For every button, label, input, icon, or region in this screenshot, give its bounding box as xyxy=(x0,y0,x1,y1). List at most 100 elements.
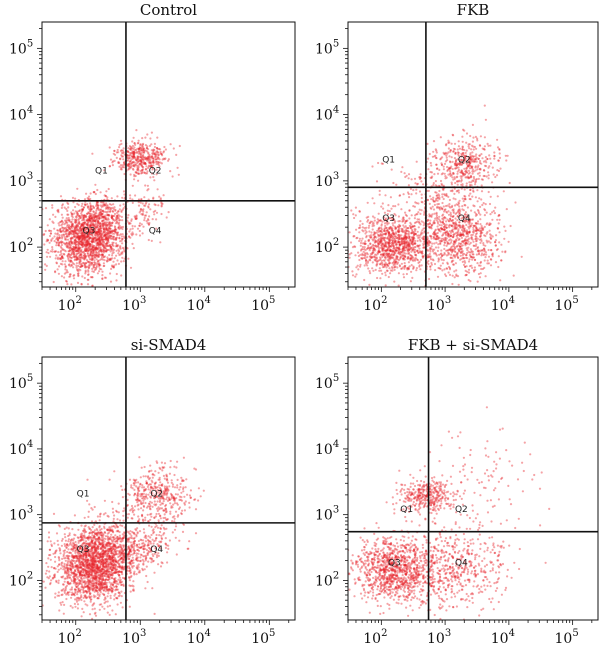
event-dot xyxy=(496,169,499,172)
event-dot xyxy=(111,229,114,232)
event-dot xyxy=(96,233,99,236)
event-dot xyxy=(478,227,481,230)
event-dot xyxy=(472,256,475,259)
event-dot xyxy=(384,257,387,260)
event-dot xyxy=(136,166,139,169)
event-dot xyxy=(383,227,386,230)
event-dot xyxy=(112,241,115,244)
event-dot xyxy=(139,156,142,159)
event-dot xyxy=(454,212,457,215)
event-dot xyxy=(453,226,456,229)
event-dot xyxy=(468,258,471,261)
event-dot xyxy=(79,236,82,239)
event-dot xyxy=(80,223,83,226)
event-dot xyxy=(453,192,456,195)
event-dot xyxy=(129,173,132,176)
event-dot xyxy=(374,244,377,247)
event-dot xyxy=(388,252,391,255)
event-dot xyxy=(96,248,99,251)
event-dot xyxy=(92,270,95,273)
event-dot xyxy=(61,226,64,229)
event-dot xyxy=(144,172,147,175)
event-dot xyxy=(449,249,452,252)
event-dot xyxy=(413,228,416,231)
event-dot xyxy=(453,224,456,227)
event-dot xyxy=(390,248,393,252)
event-dot xyxy=(132,154,135,157)
event-dot xyxy=(118,161,121,165)
event-dot xyxy=(458,212,461,215)
event-dot xyxy=(485,239,488,242)
event-dot xyxy=(120,154,123,157)
event-dot xyxy=(115,243,118,247)
y-tick-label: 102 xyxy=(9,237,33,256)
event-dot xyxy=(107,223,110,226)
event-dot xyxy=(148,153,151,157)
event-dot xyxy=(430,198,433,201)
event-dot xyxy=(116,233,119,237)
event-dot xyxy=(101,253,104,256)
event-dot xyxy=(86,206,90,209)
event-dot xyxy=(449,161,452,164)
event-dot xyxy=(397,225,400,228)
event-dot xyxy=(384,252,387,255)
event-dot xyxy=(461,226,464,230)
event-dot xyxy=(361,252,364,255)
event-dot xyxy=(59,245,62,248)
event-dot xyxy=(86,233,89,236)
event-dot xyxy=(398,237,401,240)
event-dot xyxy=(73,228,76,231)
event-dot xyxy=(404,228,408,231)
event-dot xyxy=(371,256,374,259)
event-dot xyxy=(95,203,98,206)
event-dot xyxy=(422,240,425,243)
event-dot xyxy=(412,248,415,251)
event-dot xyxy=(463,239,467,242)
event-dot xyxy=(373,216,376,219)
event-dot xyxy=(435,234,438,237)
event-dot xyxy=(54,232,57,235)
event-dot xyxy=(404,222,407,225)
event-dot xyxy=(460,233,463,236)
event-dot xyxy=(102,297,104,299)
event-dot xyxy=(135,151,138,154)
event-dot xyxy=(450,253,453,256)
event-dot xyxy=(99,233,102,236)
event-dot xyxy=(107,213,110,216)
event-dot xyxy=(89,220,92,223)
event-dot xyxy=(102,262,105,265)
event-dot xyxy=(409,221,412,224)
event-dot xyxy=(87,205,90,208)
event-dot xyxy=(387,222,390,225)
event-dot xyxy=(107,232,110,235)
event-dot xyxy=(50,290,52,292)
event-dot xyxy=(442,222,445,225)
event-dot xyxy=(438,267,441,270)
event-dot xyxy=(116,195,119,198)
event-dot xyxy=(463,229,466,232)
event-dot xyxy=(474,268,477,272)
event-dot xyxy=(468,223,471,226)
event-dot xyxy=(411,225,414,228)
event-dot xyxy=(372,244,375,247)
event-dot xyxy=(109,236,112,239)
event-dot xyxy=(455,223,458,226)
event-dot xyxy=(393,268,396,271)
event-dot xyxy=(410,223,413,226)
event-dot xyxy=(474,244,477,248)
event-dot xyxy=(463,213,467,216)
event-dot xyxy=(503,225,506,228)
event-dot xyxy=(64,243,67,246)
event-dot xyxy=(106,213,109,216)
event-dot xyxy=(466,249,469,252)
event-dot xyxy=(460,240,463,243)
event-dot xyxy=(484,159,487,162)
event-dot xyxy=(433,222,436,225)
event-dot xyxy=(415,254,418,257)
event-dot xyxy=(437,246,440,249)
event-dot xyxy=(77,228,80,231)
event-dot xyxy=(112,244,115,247)
event-dot xyxy=(358,210,361,213)
event-dot xyxy=(476,172,480,175)
